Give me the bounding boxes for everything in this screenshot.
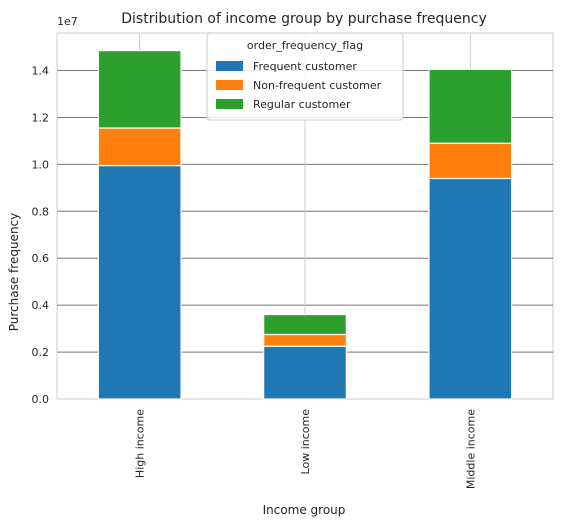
bar-segment — [263, 313, 347, 336]
legend-label: Regular customer — [253, 98, 351, 111]
bar-segment — [97, 164, 182, 400]
legend-swatch — [216, 80, 243, 90]
legend-swatch — [216, 61, 243, 71]
legend-box — [206, 32, 404, 121]
legend-title: order_frequency_flag — [247, 39, 363, 52]
y-offset-label: 1e7 — [57, 15, 78, 28]
y-tick-label: 1.4 — [32, 65, 50, 78]
legend-label: Non-frequent customer — [253, 79, 382, 92]
bar-segment — [263, 333, 347, 347]
y-tick-label: 0.2 — [32, 346, 50, 359]
y-tick-label: 1.0 — [32, 158, 50, 171]
y-axis-label: Purchase frequency — [7, 213, 21, 332]
y-tick-label: 1.2 — [32, 111, 50, 124]
y-tick-label: 0.0 — [32, 393, 50, 406]
bar-segment — [428, 68, 513, 144]
bar-segment — [97, 127, 182, 167]
x-tick-label: High income — [134, 409, 147, 478]
chart-title: Distribution of income group by purchase… — [121, 11, 486, 27]
legend: order_frequency_flag Frequent customer Non… — [206, 32, 404, 121]
bar-segment — [428, 142, 513, 180]
bar-segment — [263, 345, 347, 400]
x-tick-label: Middle income — [464, 409, 477, 489]
y-tick-label: 0.8 — [32, 205, 50, 218]
bar-segment — [97, 49, 182, 129]
x-axis-label: Income group — [263, 503, 346, 517]
legend-swatch — [216, 99, 243, 109]
bar-segment — [428, 177, 513, 400]
y-tick-label: 0.4 — [32, 299, 50, 312]
y-tick-label: 0.6 — [32, 252, 50, 265]
x-tick-label: Low income — [299, 409, 312, 475]
legend-label: Frequent customer — [253, 60, 357, 73]
